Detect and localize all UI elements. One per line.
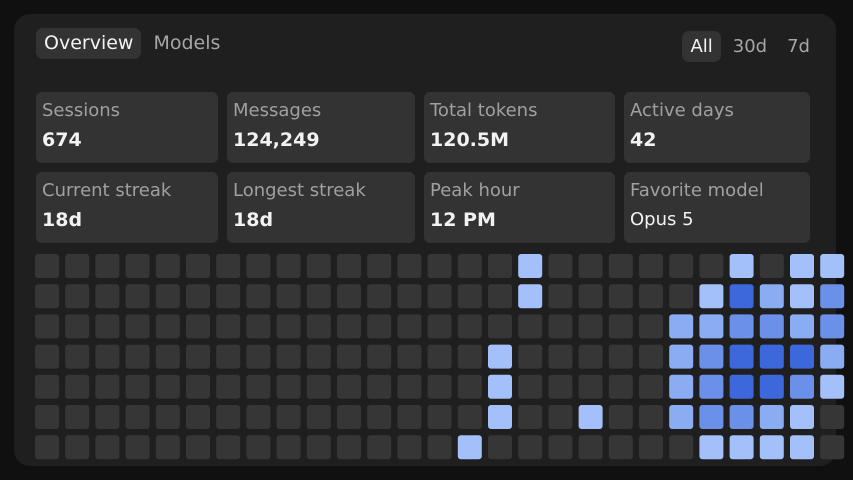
stat-label: Peak hour — [430, 180, 520, 201]
range-all[interactable]: All — [682, 31, 721, 62]
stat-label: Total tokens — [430, 100, 538, 121]
stat-value: 124,249 — [233, 129, 320, 151]
stat-card-sessions: Sessions 674 — [36, 92, 218, 163]
range-7d[interactable]: 7d — [787, 36, 810, 57]
usage-panel: Overview Models All 30d 7d Sessions 674 … — [14, 14, 836, 466]
stat-label: Favorite model — [630, 180, 764, 201]
stat-label: Messages — [233, 100, 322, 121]
stat-label: Sessions — [42, 100, 121, 121]
stats-grid: Sessions 674 Messages 124,249 Total toke… — [36, 92, 816, 243]
stat-card-total-tokens: Total tokens 120.5M — [424, 92, 615, 163]
stat-label: Active days — [630, 100, 734, 121]
stat-value: Opus 5 — [630, 209, 694, 230]
tab-overview[interactable]: Overview — [36, 28, 142, 59]
stat-card-favorite-model: Favorite model Opus 5 — [624, 172, 810, 243]
stat-label: Current streak — [42, 180, 172, 201]
stat-value: 18d — [42, 209, 83, 231]
stat-label: Longest streak — [233, 180, 366, 201]
stat-value: 18d — [233, 209, 274, 231]
stat-card-active-days: Active days 42 — [624, 92, 810, 163]
stat-card-current-streak: Current streak 18d — [36, 172, 218, 243]
stat-card-longest-streak: Longest streak 18d — [227, 172, 415, 243]
stat-card-peak-hour: Peak hour 12 PM — [424, 172, 615, 243]
stat-value: 42 — [630, 129, 657, 151]
view-tabs: Overview Models — [36, 28, 228, 59]
stat-value: 674 — [42, 129, 82, 151]
tab-models[interactable]: Models — [153, 32, 221, 54]
range-30d[interactable]: 30d — [732, 36, 768, 57]
stat-value: 120.5M — [430, 129, 510, 151]
stat-card-messages: Messages 124,249 — [227, 92, 415, 163]
range-tabs: All 30d 7d — [682, 31, 818, 62]
stat-value: 12 PM — [430, 209, 496, 231]
